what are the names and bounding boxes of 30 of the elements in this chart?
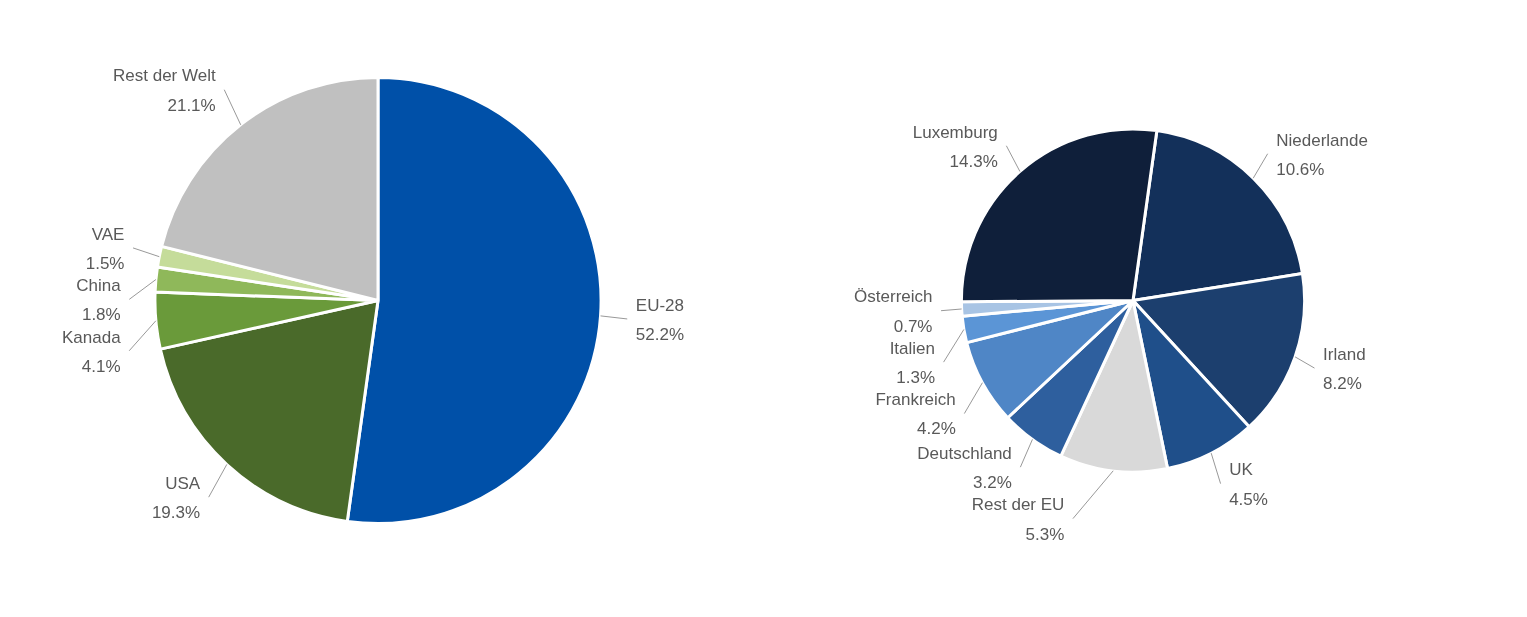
slice-label: Rest der Welt — [113, 66, 216, 86]
data-label: 1.5% — [85, 253, 125, 273]
data-label: 8.2% — [1323, 374, 1362, 394]
slice-label: Österreich — [854, 287, 933, 307]
data-label: 19.3% — [151, 503, 201, 523]
data-label: 3.2% — [973, 473, 1012, 493]
slice-label: China — [76, 276, 122, 296]
slice-label: Irland — [1323, 344, 1366, 364]
data-label: 14.3% — [949, 151, 998, 171]
data-label: 21.1% — [167, 95, 216, 115]
data-label: 1.3% — [896, 368, 935, 388]
slice-label: Frankreich — [875, 390, 956, 410]
slice-label: Niederlande — [1276, 130, 1368, 150]
data-label: 10.6% — [1276, 159, 1325, 179]
slice-label: Rest der EU — [971, 495, 1065, 515]
slice-label: Italien — [889, 338, 936, 358]
slice-label: EU-28 — [635, 295, 685, 315]
data-label: 1.8% — [81, 305, 121, 325]
data-label: 52.2% — [635, 324, 685, 344]
slice-label: VAE — [91, 224, 125, 244]
slice-label: Luxemburg — [912, 122, 998, 142]
data-label: 5.3% — [1025, 524, 1065, 544]
slice-label: USA — [165, 473, 201, 493]
slice-label: UK — [1229, 460, 1254, 480]
data-label: 0.7% — [893, 316, 933, 336]
slice-label: Deutschland — [917, 443, 1012, 463]
slice-label: Kanada — [62, 327, 122, 347]
data-label: 4.5% — [1229, 489, 1268, 509]
data-label: 4.2% — [917, 419, 956, 439]
data-label: 4.1% — [81, 356, 121, 376]
